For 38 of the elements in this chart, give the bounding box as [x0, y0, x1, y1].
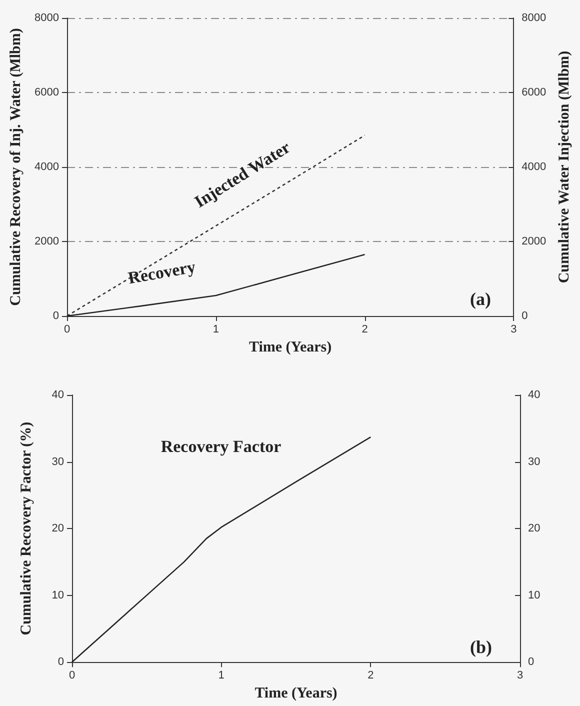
line-series — [71, 436, 372, 663]
y-tick-label: 8000 — [34, 12, 59, 24]
y2-tick-label: 6000 — [522, 86, 546, 98]
y-axis-title: Cumulative Recovery of Inj. Water (Mlbm) — [8, 28, 24, 306]
x-tick-label: 1 — [218, 670, 224, 682]
x-axis-title: Time (Years) — [249, 339, 332, 356]
y-tick-label: 40 — [52, 389, 64, 401]
x-tick-label: 0 — [68, 670, 76, 682]
y-tick-label: 2000 — [34, 236, 59, 248]
x-tick-label: 3 — [516, 670, 524, 682]
y2-tick-label: 40 — [528, 389, 540, 401]
y2-tick-label: 0 — [528, 656, 534, 668]
y-tick-label: 10 — [52, 589, 64, 602]
y2-tick-label: 0 — [522, 310, 528, 322]
x-tick-label: 3 — [510, 324, 517, 336]
annotation: (b) — [470, 637, 492, 657]
y2-tick-label: 30 — [528, 456, 540, 468]
y-tick-label: 20 — [52, 522, 64, 535]
y2-tick-label: 4000 — [522, 161, 546, 173]
y2-tick-label: 10 — [528, 589, 540, 602]
y2-axis-title: Cumulative Water Injection (Mlbm) — [556, 50, 572, 284]
y-tick-label: 6000 — [34, 86, 59, 98]
y-tick-label: 4000 — [34, 161, 59, 173]
line-series — [66, 254, 366, 317]
x-tick-label: 2 — [368, 670, 374, 682]
annotation: (a) — [470, 289, 491, 309]
x-tick-label: 2 — [362, 324, 368, 336]
y-axis-title: Cumulative Recovery Factor (%) — [18, 422, 34, 636]
y2-tick-label: 8000 — [522, 12, 546, 24]
y-tick-label: 30 — [52, 456, 64, 468]
y-tick-label: 0 — [58, 656, 64, 668]
y-tick-label: 0 — [52, 310, 59, 322]
series-label: Recovery Factor — [160, 436, 282, 456]
y2-tick-label: 20 — [528, 522, 540, 535]
x-tick-label: 1 — [212, 324, 219, 336]
text: Recovery — [126, 257, 198, 288]
y2-tick-label: 2000 — [522, 236, 546, 248]
x-axis-title: Time (Years) — [254, 686, 338, 702]
